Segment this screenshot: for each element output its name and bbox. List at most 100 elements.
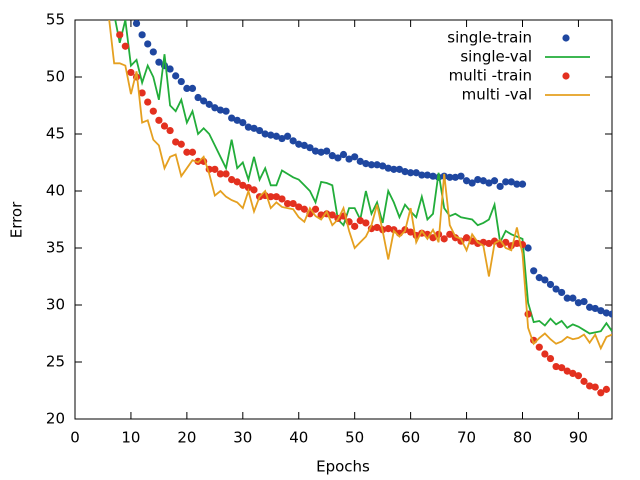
data-point [429, 172, 437, 180]
data-point [311, 147, 320, 155]
data-point [546, 280, 555, 289]
data-point [216, 170, 225, 178]
x-tick-label: 60 [401, 429, 420, 447]
data-point [250, 186, 258, 194]
data-point [345, 155, 353, 163]
x-tick-label: 30 [233, 429, 252, 447]
y-tick-label: 35 [46, 239, 65, 257]
data-point [328, 152, 336, 160]
data-point [563, 294, 571, 302]
data-point [407, 228, 415, 236]
data-point [183, 148, 191, 156]
data-point [569, 369, 577, 377]
data-point [608, 310, 612, 318]
y-axis-label: Error [8, 201, 26, 238]
data-point [222, 107, 230, 115]
x-tick-label: 70 [457, 429, 476, 447]
data-point [356, 217, 364, 225]
data-point [373, 161, 381, 169]
data-point [457, 172, 465, 180]
data-point [283, 199, 292, 208]
data-point [412, 169, 420, 177]
data-point [496, 182, 504, 191]
data-point [166, 65, 174, 73]
data-point [586, 382, 594, 390]
data-point [138, 31, 146, 39]
data-point [558, 288, 566, 297]
data-point [524, 244, 532, 252]
data-point [132, 20, 141, 28]
data-point [395, 165, 404, 173]
data-point [211, 104, 219, 112]
data-point [390, 165, 398, 173]
data-point [328, 211, 336, 219]
y-tick-label: 30 [46, 296, 65, 314]
data-point [205, 100, 213, 108]
legend-marker [562, 72, 570, 80]
data-point [160, 122, 169, 130]
data-point [485, 179, 493, 187]
data-point [602, 309, 611, 317]
data-point [468, 179, 476, 187]
y-tick-label: 45 [46, 125, 65, 143]
data-point [216, 106, 225, 114]
data-point [474, 239, 482, 248]
data-point [574, 299, 583, 307]
data-point [552, 362, 560, 371]
data-point [373, 223, 381, 232]
x-tick-label: 90 [569, 429, 588, 447]
data-point [194, 93, 202, 102]
data-point [597, 307, 605, 315]
data-point [255, 126, 264, 135]
data-point [440, 235, 448, 243]
data-point [451, 234, 459, 242]
data-point [541, 276, 549, 284]
data-point [552, 285, 560, 293]
x-tick-label: 80 [513, 429, 532, 447]
data-point [295, 140, 303, 148]
data-point [362, 160, 370, 168]
x-tick-label: 50 [345, 429, 364, 447]
data-point [502, 178, 510, 186]
data-point [541, 350, 549, 358]
data-point [278, 195, 286, 203]
x-tick-label: 0 [70, 429, 80, 447]
data-point [479, 177, 487, 185]
data-point [513, 180, 521, 188]
data-point [244, 123, 253, 131]
data-point [138, 89, 146, 97]
data-point [272, 193, 280, 201]
y-tick-label: 55 [46, 11, 65, 29]
legend-label: multi -val [462, 86, 532, 104]
x-axis-label: Epochs [316, 458, 370, 476]
data-point [418, 171, 426, 179]
plot-area [108, 20, 612, 397]
data-point [172, 138, 180, 146]
legend-label: single-train [447, 29, 532, 47]
data-point [289, 199, 297, 208]
data-point [334, 154, 342, 162]
data-point [530, 267, 538, 275]
data-point [535, 343, 543, 351]
data-point [250, 124, 258, 132]
data-point [367, 161, 376, 169]
data-point [446, 230, 454, 238]
data-point [261, 130, 269, 138]
data-point [272, 132, 280, 140]
data-point [188, 84, 197, 92]
data-point [289, 137, 297, 145]
data-point [323, 147, 331, 155]
data-point [317, 148, 325, 156]
data-point [462, 234, 471, 242]
data-point [300, 205, 308, 213]
data-point [300, 141, 308, 149]
data-point [188, 148, 197, 156]
plot-frame [74, 19, 613, 420]
data-point [535, 274, 543, 282]
data-point [211, 165, 219, 173]
data-point [513, 239, 521, 248]
data-point [149, 107, 157, 115]
data-point [233, 116, 241, 124]
y-tick-label: 20 [46, 410, 65, 428]
